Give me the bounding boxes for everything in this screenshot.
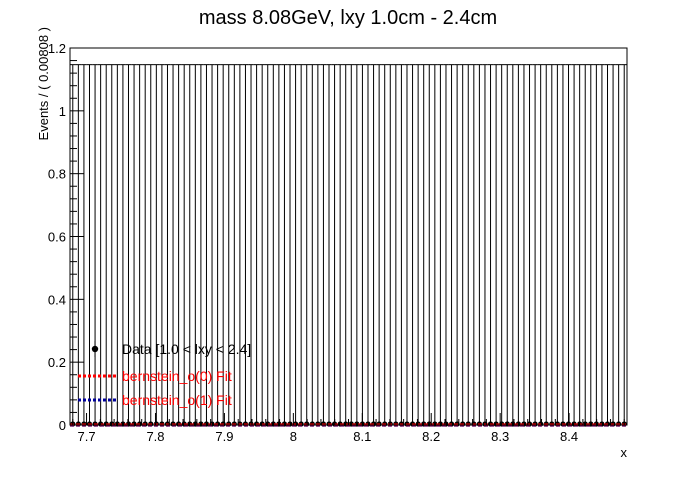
legend-label-fit0: bernstein_o(0) Fit	[122, 368, 232, 384]
y-tick-label: 1.2	[48, 41, 66, 56]
x-axis-title: x	[621, 445, 628, 460]
y-tick-label: 1	[59, 104, 66, 119]
x-tick-label: 7.9	[215, 429, 233, 444]
error-bars-layer	[69, 64, 628, 425]
x-tick-label: 8.1	[353, 429, 371, 444]
x-tick-label: 7.7	[78, 429, 96, 444]
x-tick-label: 8.3	[491, 429, 509, 444]
legend: Data [1.0 < lxy < 2.4] bernstein_o(0) Fit…	[78, 341, 251, 408]
y-tick-label: 0.8	[48, 167, 66, 182]
x-tick-label: 8	[290, 429, 297, 444]
y-tick-label: 0	[59, 418, 66, 433]
y-axis: 0 0.2 0.4 0.6 0.8 1 1.2	[48, 41, 84, 433]
legend-label-data: Data [1.0 < lxy < 2.4]	[122, 341, 251, 357]
chart-title: mass 8.08GeV, lxy 1.0cm - 2.4cm	[199, 7, 497, 29]
y-tick-label: 0.2	[48, 355, 66, 370]
legend-label-fit1: bernstein_o(1) Fit	[122, 392, 232, 408]
x-tick-label: 7.8	[146, 429, 164, 444]
x-tick-label: 8.4	[560, 429, 578, 444]
x-tick-label: 8.2	[422, 429, 440, 444]
x-axis: 7.7 7.8 7.9 8 8.1 8.2 8.3 8.4	[72, 413, 625, 444]
y-axis-title: Events / ( 0.00808 )	[36, 27, 51, 140]
y-tick-label: 0.4	[48, 292, 66, 307]
y-tick-label: 0.6	[48, 230, 66, 245]
legend-data-marker	[91, 345, 99, 353]
